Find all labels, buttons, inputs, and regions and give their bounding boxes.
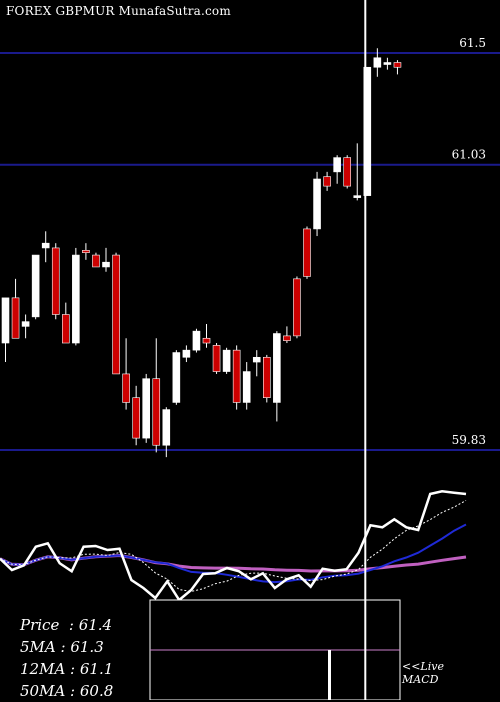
- candle-body: [373, 57, 382, 68]
- candle-body: [343, 157, 352, 187]
- candle-body: [61, 314, 70, 344]
- price-levels: 61.5 61.03 59.83: [0, 36, 500, 451]
- candle-body: [1, 297, 10, 344]
- candle-body: [293, 278, 301, 337]
- candle-body: [313, 178, 321, 230]
- stat-5ma: 5MA : 61.3: [20, 638, 104, 656]
- candle-body: [102, 261, 110, 268]
- candle-body: [51, 247, 60, 315]
- stat-value: 61.3: [70, 638, 104, 656]
- stat-price: Price : 61.4: [20, 616, 113, 634]
- price-stats: Price : 61.4 5MA : 61.3 12MA : 61.1 50MA…: [20, 614, 113, 702]
- candle-body: [363, 66, 372, 196]
- candle-body: [242, 371, 251, 403]
- candle-body: [11, 297, 20, 339]
- candle-body: [112, 254, 120, 375]
- price-line: [0, 490, 467, 602]
- candle-body: [222, 349, 231, 372]
- candle-body: [232, 349, 241, 403]
- candle-body: [192, 330, 201, 351]
- candle-body: [182, 349, 191, 358]
- candle-body: [152, 378, 161, 446]
- macd-caption: <<Live MACD: [402, 660, 444, 686]
- stat-value: 61.1: [79, 660, 114, 678]
- candle-body: [82, 250, 90, 253]
- macd-bar: [328, 650, 331, 700]
- stat-label: 50MA: [20, 682, 66, 700]
- candle-body: [212, 345, 221, 372]
- stat-value: 60.8: [79, 682, 114, 700]
- candle-body: [393, 62, 402, 68]
- macd-label: MACD: [402, 673, 439, 686]
- stat-12ma: 12MA : 61.1: [20, 660, 114, 678]
- candle-body: [323, 176, 331, 187]
- candle-body: [21, 321, 30, 327]
- level-label: 61.5: [459, 36, 486, 50]
- candle-body: [41, 242, 50, 249]
- candle-body: [142, 378, 150, 439]
- candle-body: [202, 337, 211, 344]
- level-label: 61.03: [452, 148, 486, 162]
- candle-body: [383, 62, 392, 65]
- stat-value: 61.4: [78, 616, 113, 634]
- stat-label: 5MA: [20, 638, 56, 656]
- candle-body: [353, 195, 362, 198]
- candle-body: [31, 254, 40, 318]
- macd-panel: [149, 599, 401, 700]
- candle-body: [283, 335, 291, 341]
- stat-label: 12MA: [20, 660, 66, 678]
- stat-label: Price: [20, 616, 60, 634]
- chart-title: FOREX GBPMUR MunafaSutra.com: [6, 4, 231, 18]
- stat-50ma: 50MA : 60.8: [20, 682, 114, 700]
- candle-body: [162, 409, 171, 446]
- candle-body: [333, 157, 341, 173]
- candle-body: [273, 333, 281, 403]
- candle-body: [252, 356, 261, 363]
- candle-body: [172, 352, 181, 403]
- candlesticks: [1, 48, 402, 458]
- live-label: <<Live: [402, 660, 444, 673]
- candle-body: [262, 356, 271, 399]
- candle-body: [122, 373, 130, 403]
- candle-body: [92, 254, 100, 268]
- candle-body: [303, 228, 311, 277]
- candle-body: [132, 397, 140, 439]
- candle-body: [72, 254, 80, 344]
- ma-panel: [0, 490, 467, 602]
- level-label: 59.83: [452, 433, 486, 447]
